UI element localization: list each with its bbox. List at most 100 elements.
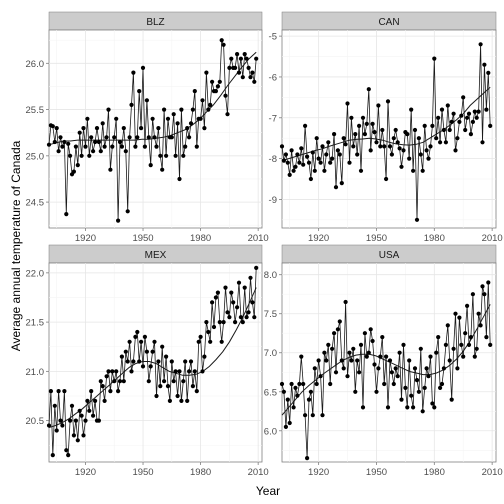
data-point bbox=[213, 295, 218, 300]
data-point bbox=[112, 135, 117, 140]
data-point bbox=[397, 350, 402, 355]
data-point bbox=[420, 168, 425, 173]
data-point bbox=[438, 385, 443, 390]
data-point bbox=[476, 311, 481, 316]
data-point bbox=[229, 290, 234, 295]
data-point bbox=[353, 389, 358, 394]
data-point bbox=[285, 397, 290, 402]
data-point bbox=[116, 389, 121, 394]
data-point bbox=[310, 150, 315, 155]
data-point bbox=[297, 381, 302, 387]
data-point bbox=[436, 335, 441, 340]
data-point bbox=[482, 62, 487, 67]
data-point bbox=[89, 389, 94, 394]
data-point bbox=[56, 149, 61, 154]
data-point bbox=[328, 160, 333, 165]
data-point bbox=[314, 381, 319, 387]
data-point bbox=[287, 420, 292, 426]
data-point bbox=[449, 119, 454, 124]
y-tick-label: 21.5 bbox=[26, 318, 45, 329]
facet-strip-label: USA bbox=[379, 250, 400, 261]
data-point bbox=[117, 139, 123, 145]
data-point bbox=[204, 70, 209, 75]
data-point bbox=[333, 185, 339, 190]
data-point bbox=[240, 320, 245, 325]
data-point bbox=[409, 107, 414, 112]
data-point bbox=[223, 93, 228, 98]
data-point bbox=[405, 132, 410, 137]
data-point bbox=[457, 315, 462, 320]
data-point bbox=[295, 393, 300, 398]
data-point bbox=[395, 374, 400, 379]
facet-can: CAN 1920 1950 1980 2010 -9 -8 -7 -6 -5 bbox=[269, 11, 503, 244]
data-point bbox=[179, 398, 184, 403]
data-point bbox=[416, 136, 421, 141]
data-point bbox=[439, 107, 445, 112]
data-point bbox=[414, 217, 420, 222]
data-point bbox=[418, 346, 423, 351]
data-point bbox=[206, 107, 211, 112]
data-point bbox=[301, 381, 306, 387]
data-point bbox=[355, 358, 360, 363]
data-point bbox=[465, 115, 470, 120]
data-point bbox=[79, 153, 84, 158]
data-point bbox=[66, 141, 71, 146]
y-tick-label: 21.0 bbox=[26, 367, 45, 378]
data-point bbox=[480, 140, 485, 145]
data-point bbox=[459, 113, 464, 118]
data-point bbox=[299, 146, 304, 151]
data-point bbox=[324, 152, 329, 157]
data-point bbox=[250, 70, 255, 75]
data-point bbox=[287, 172, 292, 177]
data-point bbox=[196, 339, 201, 344]
data-point bbox=[83, 418, 88, 423]
data-point bbox=[366, 350, 371, 355]
data-point bbox=[165, 116, 171, 121]
data-point bbox=[447, 127, 452, 133]
data-point bbox=[461, 354, 466, 359]
data-point bbox=[474, 115, 479, 120]
data-point bbox=[303, 123, 308, 128]
data-point bbox=[436, 115, 441, 120]
y-tick-label: -8 bbox=[269, 154, 277, 165]
data-point bbox=[235, 305, 240, 310]
x-tick-label: 1920 bbox=[308, 467, 329, 478]
data-point bbox=[330, 156, 335, 161]
data-point bbox=[146, 135, 151, 140]
data-point bbox=[250, 300, 255, 305]
x-tick-label: 1950 bbox=[132, 467, 153, 478]
data-point bbox=[310, 413, 315, 418]
data-point bbox=[127, 339, 132, 344]
data-point bbox=[384, 354, 389, 359]
data-point bbox=[119, 144, 124, 149]
data-point bbox=[252, 315, 257, 320]
data-point bbox=[54, 428, 59, 433]
x-tick-label: 1980 bbox=[190, 233, 211, 244]
data-point bbox=[210, 300, 215, 305]
data-point bbox=[46, 423, 52, 428]
data-point bbox=[385, 405, 391, 410]
y-tick-label: -6 bbox=[269, 72, 277, 83]
data-point bbox=[231, 300, 236, 305]
data-point bbox=[131, 359, 136, 364]
data-point bbox=[457, 119, 462, 124]
data-point bbox=[121, 126, 126, 131]
data-point bbox=[160, 167, 165, 172]
data-point bbox=[341, 136, 346, 141]
data-point bbox=[87, 153, 92, 158]
data-point bbox=[215, 290, 220, 295]
trend-line bbox=[48, 287, 257, 428]
data-point bbox=[129, 369, 134, 374]
data-point bbox=[114, 116, 119, 121]
data-point bbox=[173, 369, 178, 374]
data-point bbox=[188, 359, 194, 364]
data-point bbox=[484, 335, 489, 340]
data-point bbox=[351, 346, 356, 351]
data-point bbox=[150, 349, 155, 354]
data-point bbox=[468, 132, 473, 137]
data-point bbox=[320, 144, 325, 149]
data-point bbox=[453, 311, 458, 316]
data-point bbox=[244, 56, 249, 61]
data-point bbox=[75, 163, 80, 168]
data-point bbox=[85, 116, 90, 121]
